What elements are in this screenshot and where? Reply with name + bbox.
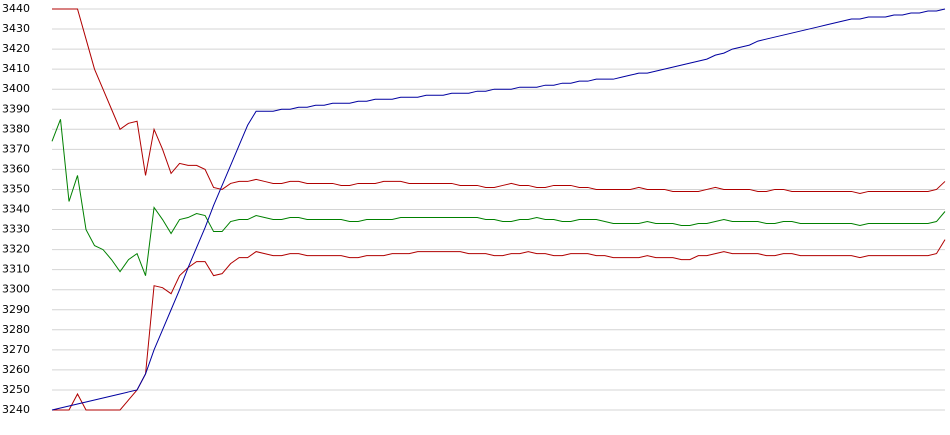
y-tick-label: 3260 — [2, 363, 30, 376]
y-tick-label: 3410 — [2, 62, 30, 75]
y-tick-label: 3290 — [2, 303, 30, 316]
y-tick-label: 3300 — [2, 283, 30, 296]
y-tick-label: 3420 — [2, 42, 30, 55]
series-line — [52, 239, 946, 411]
y-tick-label: 3440 — [2, 2, 30, 15]
y-tick-label: 3340 — [2, 203, 30, 216]
y-tick-label: 3310 — [2, 263, 30, 276]
y-tick-label: 3430 — [2, 22, 30, 35]
series-line — [52, 8, 946, 194]
y-tick-label: 3400 — [2, 82, 30, 95]
y-tick-label: 3250 — [2, 383, 30, 396]
y-tick-label: 3280 — [2, 323, 30, 336]
y-tick-label: 3320 — [2, 243, 30, 256]
y-tick-label: 3270 — [2, 343, 30, 356]
y-tick-label: 3390 — [2, 102, 30, 115]
y-tick-label: 3330 — [2, 223, 30, 236]
y-tick-label: 3350 — [2, 182, 30, 195]
series-line — [51, 8, 946, 411]
y-tick-label: 3240 — [2, 403, 30, 416]
y-tick-label: 3370 — [2, 142, 30, 155]
y-tick-label: 3360 — [2, 162, 30, 175]
y-tick-label: 3380 — [2, 122, 30, 135]
series-line — [51, 119, 946, 276]
